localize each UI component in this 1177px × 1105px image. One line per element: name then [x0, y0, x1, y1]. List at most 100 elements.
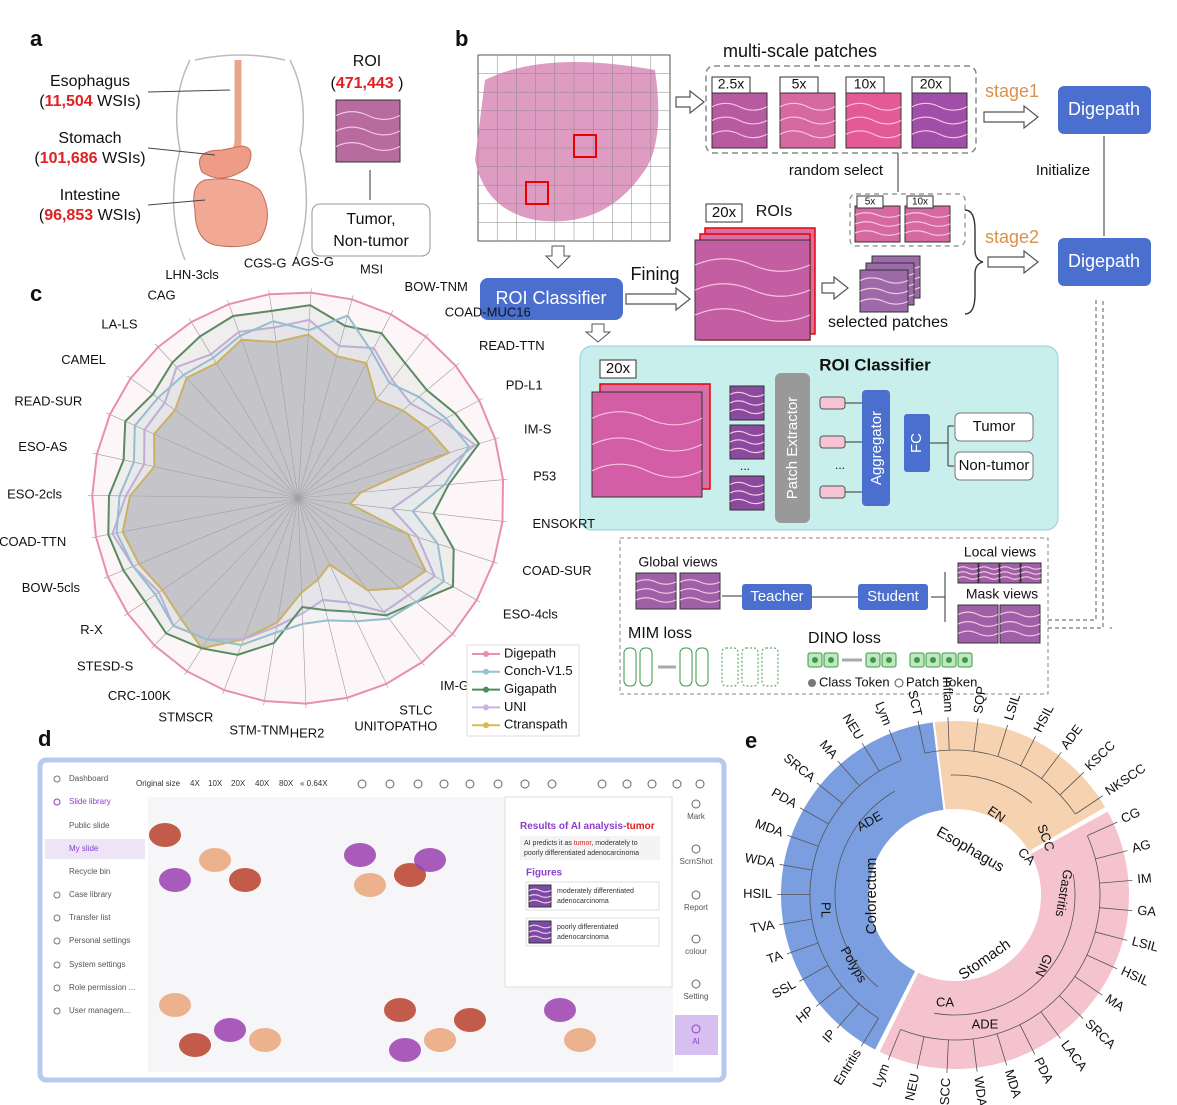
axis-label: P53	[533, 468, 556, 483]
axis-label: IM-G	[440, 678, 469, 693]
dendrogram-branch	[815, 985, 843, 1007]
sidebar-selected	[45, 839, 145, 859]
local-view-texture	[957, 566, 979, 570]
scale-tag	[906, 195, 934, 209]
tool-icon[interactable]	[691, 844, 701, 854]
tool-icon[interactable]	[691, 890, 701, 900]
organ-count: (11,504 WSIs)	[39, 93, 140, 110]
toolbar-icon[interactable]	[597, 779, 607, 789]
toolbar-item: 10X	[208, 779, 223, 788]
leaf-label: TVA	[749, 917, 776, 936]
tool-icon[interactable]	[691, 799, 701, 809]
tool-icon[interactable]	[691, 934, 701, 944]
token-dot	[946, 657, 952, 663]
toolbar-icon[interactable]	[439, 779, 449, 789]
note: Fining	[630, 264, 679, 284]
leaf-label: HSIL	[743, 886, 772, 901]
toolbar-icon[interactable]	[547, 779, 557, 789]
global-view-texture	[679, 597, 721, 603]
sidebar-item: Case library	[69, 890, 112, 899]
token-dot	[886, 657, 892, 663]
model-box	[1058, 238, 1151, 286]
classifier-roi-texture	[591, 437, 703, 452]
toolbar-icon[interactable]	[622, 779, 632, 789]
toolbar-item: 80X	[279, 779, 294, 788]
brace	[964, 209, 984, 315]
note: ROIs	[756, 203, 792, 220]
selected-stack-texture	[859, 287, 909, 295]
panel-label: c	[30, 281, 42, 306]
organ-name: Stomach	[58, 130, 121, 147]
tool-label: colour	[685, 947, 707, 956]
block-label: Patch Extractor	[784, 397, 801, 500]
subgroup-label: ADE	[972, 1016, 999, 1031]
arrow	[987, 249, 1039, 275]
arrow-down	[544, 245, 572, 269]
radar-series	[91, 291, 504, 705]
legend-swatch	[483, 686, 489, 693]
token-dot	[828, 657, 834, 663]
panel-label: b	[455, 26, 468, 51]
legend-label: Patch Token	[906, 674, 977, 689]
tool-selected	[675, 1015, 718, 1055]
dendrogram-branch	[888, 729, 902, 761]
radar-series	[111, 318, 477, 641]
legend-swatch	[483, 651, 489, 657]
toolbar-icon[interactable]	[493, 779, 503, 789]
figures-title: Figures	[526, 868, 563, 879]
fc-box	[904, 414, 930, 472]
axis-label: COAD-TTN	[0, 534, 66, 549]
arrow	[821, 275, 849, 301]
toolbar-icon[interactable]	[647, 779, 657, 789]
local-view-texture	[999, 566, 1021, 570]
toolbar-icon[interactable]	[520, 779, 530, 789]
legend-label: UNI	[504, 699, 526, 714]
sidebar-item: Role permission ...	[69, 983, 135, 992]
tool-icon[interactable]	[691, 979, 701, 989]
tool-icon[interactable]	[691, 1024, 701, 1034]
axis-label: STMSCR	[158, 710, 213, 725]
toolbar-icon[interactable]	[385, 779, 395, 789]
legend-swatch	[483, 668, 489, 675]
dendrogram-branch	[816, 782, 843, 804]
token-dot	[930, 657, 936, 663]
sidebar-icon	[53, 1007, 61, 1015]
result-title: Results of AI analysis-tumor	[520, 821, 655, 832]
toolbar-icon[interactable]	[672, 779, 682, 789]
sidebar-icon	[53, 984, 61, 992]
mask-view-texture	[957, 621, 999, 627]
sidebar-icon	[53, 961, 61, 969]
selected-patch-texture	[904, 212, 951, 218]
tissue-blob	[229, 868, 261, 892]
scale-patch-texture	[711, 130, 768, 139]
toolbar-icon[interactable]	[357, 779, 367, 789]
toolbar-icon[interactable]	[695, 779, 705, 789]
scale-patch-texture	[911, 102, 968, 111]
classifier-patch-texture	[729, 490, 765, 496]
leaf-label: WDA	[971, 1076, 990, 1105]
bracket	[931, 572, 946, 622]
axis-label: STM-TNM	[229, 722, 289, 737]
toolbar-icon[interactable]	[413, 779, 423, 789]
tissue-blob	[414, 848, 446, 872]
token-column	[695, 647, 709, 687]
toolbar-icon[interactable]	[465, 779, 475, 789]
token-column	[623, 647, 637, 687]
classifier-patch-texture	[729, 439, 765, 445]
organ-count-part: (	[39, 93, 45, 110]
scale-patch-texture	[779, 116, 836, 125]
roi-image-texture	[335, 111, 401, 120]
organ-pointer	[147, 147, 216, 156]
organ-pointer	[147, 89, 231, 93]
dendrogram-branch	[1059, 771, 1085, 796]
dendrogram-branch	[1099, 907, 1133, 911]
roi-patch-texture	[694, 283, 811, 297]
scale-tag	[856, 195, 884, 209]
multi-scale-box	[705, 65, 977, 154]
axis-label: LA-LS	[101, 316, 137, 331]
panel-label: a	[30, 26, 43, 51]
result-text-part: , moderately to	[591, 840, 637, 847]
roi-image-texture	[335, 126, 401, 136]
tool-label: ScrnShot	[680, 857, 714, 866]
